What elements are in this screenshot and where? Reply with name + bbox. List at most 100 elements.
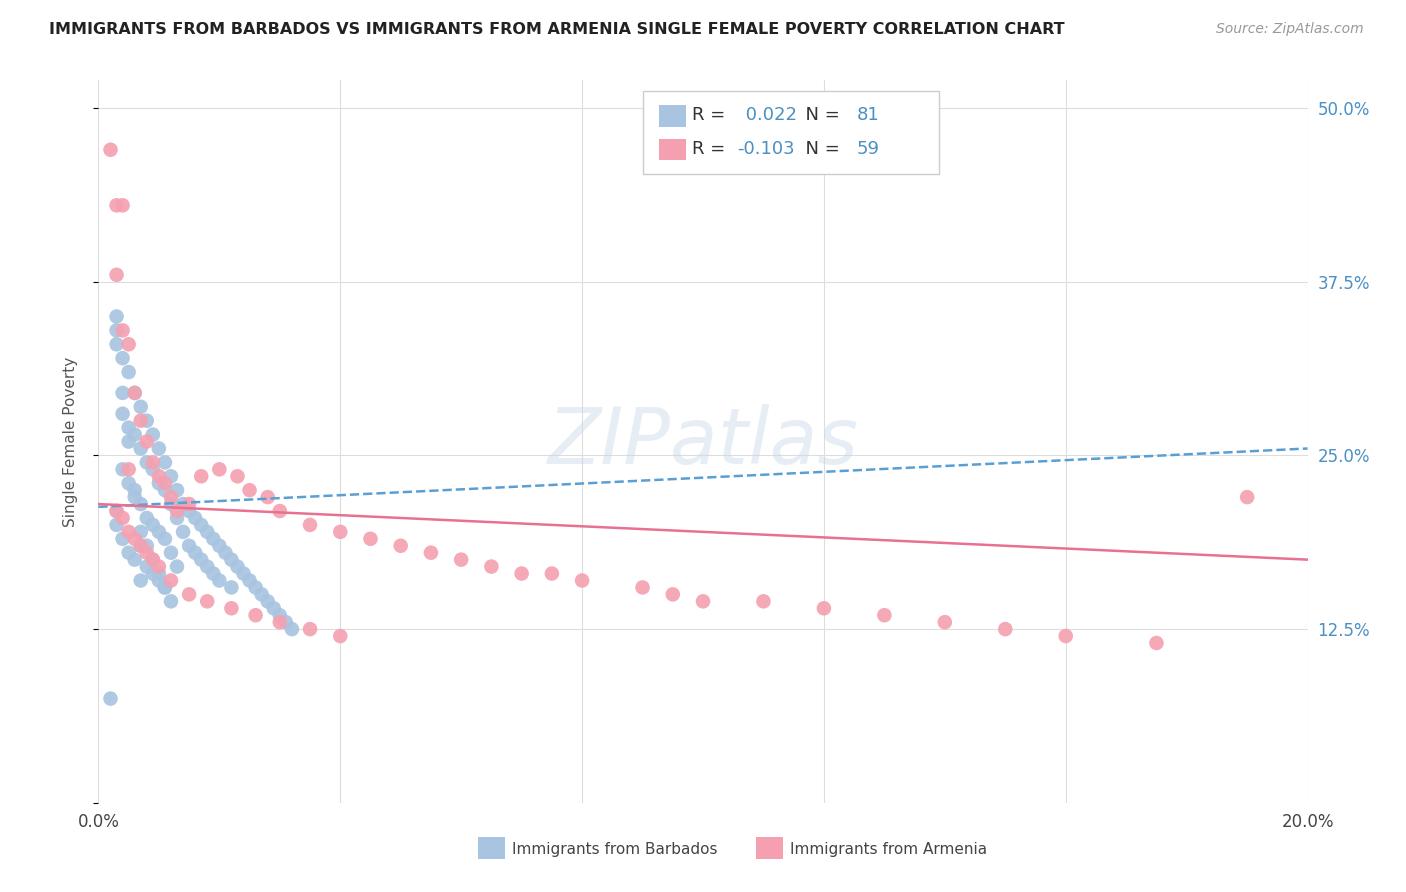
Point [153,581,176,595]
Point [184,546,207,560]
Point [129,497,152,511]
Text: R =: R = [692,140,731,158]
Point [142,566,165,581]
Point [172,524,194,539]
Point [135,546,157,560]
Point [274,615,297,630]
Point [153,581,176,595]
Point [160,497,183,511]
Point [142,552,165,566]
Point [281,622,304,636]
Point [250,587,273,601]
Point [329,629,352,643]
Point [148,524,170,539]
Point [813,601,835,615]
Point [269,615,291,630]
Point [160,594,183,608]
Point [160,574,183,588]
Point [153,455,176,469]
Point [184,511,207,525]
Point [153,476,176,491]
Point [245,608,267,623]
Point [105,198,128,212]
Point [135,511,157,525]
Point [179,504,201,518]
Text: R =: R = [692,106,731,124]
Point [118,546,141,560]
Point [299,517,322,532]
Point [202,566,225,581]
Text: N =: N = [793,106,845,124]
Point [148,559,170,574]
Point [450,552,472,566]
Point [299,622,322,636]
Point [195,559,218,574]
Point [179,497,201,511]
Point [172,497,194,511]
Point [190,517,212,532]
Point [135,539,157,553]
Y-axis label: Single Female Poverty: Single Female Poverty [63,357,77,526]
Point [752,594,775,608]
Point [190,469,212,483]
Point [571,574,593,588]
Point [124,427,146,442]
Point [269,608,291,623]
Point [124,483,146,498]
Point [142,552,165,566]
Point [540,566,562,581]
Point [160,490,183,504]
Point [124,552,146,566]
Point [105,268,128,282]
Point [142,427,165,442]
Point [269,504,291,518]
Point [124,385,146,400]
Point [1144,636,1167,650]
Point [111,511,134,525]
FancyBboxPatch shape [478,838,505,859]
Point [166,504,188,518]
Point [179,539,201,553]
Point [195,594,218,608]
FancyBboxPatch shape [659,139,686,161]
Point [100,691,122,706]
Point [239,483,262,498]
Point [148,566,170,581]
Point [221,552,243,566]
Point [124,385,146,400]
FancyBboxPatch shape [643,91,939,174]
Point [105,323,128,337]
Point [118,476,141,491]
Point [135,455,157,469]
Point [166,511,188,525]
Point [135,559,157,574]
Text: -0.103: -0.103 [737,140,794,158]
Point [142,455,165,469]
Point [256,490,278,504]
Point [226,469,249,483]
Point [208,462,231,476]
Text: IMMIGRANTS FROM BARBADOS VS IMMIGRANTS FROM ARMENIA SINGLE FEMALE POVERTY CORREL: IMMIGRANTS FROM BARBADOS VS IMMIGRANTS F… [49,22,1064,37]
Point [142,462,165,476]
Point [166,483,188,498]
Point [148,469,170,483]
Point [692,594,714,608]
Point [111,532,134,546]
Point [153,483,176,498]
Point [873,608,896,623]
Point [226,559,249,574]
Point [190,552,212,566]
Point [934,615,956,630]
Point [129,539,152,553]
FancyBboxPatch shape [756,838,783,859]
Point [135,434,157,449]
Point [118,434,141,449]
Point [105,337,128,351]
Text: N =: N = [793,140,845,158]
Point [160,546,183,560]
Point [111,385,134,400]
Point [124,532,146,546]
Point [179,587,201,601]
Point [129,574,152,588]
Point [118,420,141,434]
